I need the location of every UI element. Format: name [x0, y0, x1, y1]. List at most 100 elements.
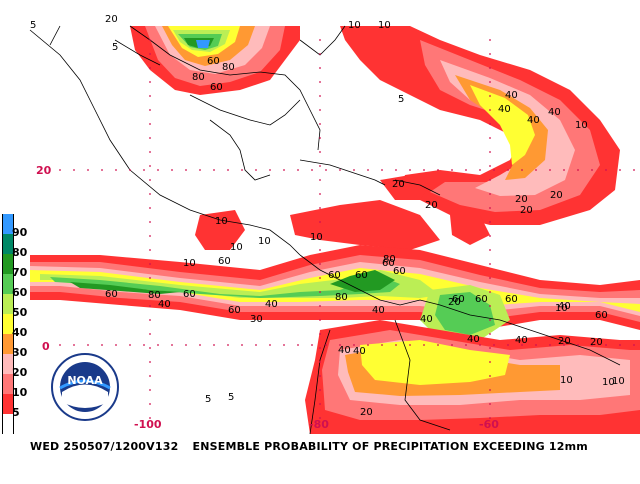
contour-label: 60	[393, 266, 406, 277]
grid-dot	[563, 169, 565, 171]
grid-dot	[319, 375, 321, 377]
contour-label: 20	[392, 179, 405, 190]
grid-dot	[489, 179, 491, 181]
grid-dot	[489, 137, 491, 139]
grid-dot	[437, 344, 439, 346]
grid-dot	[101, 344, 103, 346]
precip-caribbean	[195, 175, 490, 250]
legend-label: 5	[12, 406, 20, 419]
grid-dot	[507, 169, 509, 171]
legend-swatch	[2, 314, 14, 334]
grid-dot	[269, 169, 271, 171]
contour-label: 40	[372, 305, 385, 316]
grid-dot	[489, 375, 491, 377]
grid-dot	[149, 67, 151, 69]
contour-label: 80	[148, 290, 161, 301]
contour-label: 60	[328, 270, 341, 281]
grid-dot	[87, 344, 89, 346]
forecast-datetime: WED 250507/1200V132	[30, 440, 179, 453]
legend-label: 30	[12, 346, 28, 359]
contour-label: 80	[335, 292, 348, 303]
grid-dot	[465, 344, 467, 346]
grid-dot	[213, 169, 215, 171]
grid-dot	[489, 319, 491, 321]
legend-label: 10	[12, 386, 28, 399]
grid-dot	[493, 169, 495, 171]
grid-dot	[577, 344, 579, 346]
grid-dot	[149, 305, 151, 307]
grid-dot	[465, 169, 467, 171]
contour-label: 40	[548, 107, 561, 118]
grid-dot	[319, 81, 321, 83]
grid-dot	[149, 417, 151, 419]
grid-dot	[423, 344, 425, 346]
grid-dot	[255, 169, 257, 171]
grid-dot	[633, 344, 635, 346]
contour-label: 40	[527, 115, 540, 126]
contour-label: 10	[555, 303, 568, 314]
grid-dot	[489, 95, 491, 97]
grid-dot	[437, 169, 439, 171]
grid-dot	[283, 169, 285, 171]
grid-dot	[451, 169, 453, 171]
grid-dot	[367, 344, 369, 346]
grid-dot	[319, 221, 321, 223]
grid-dot	[149, 81, 151, 83]
contour-label: 60	[228, 305, 241, 316]
grid-dot	[423, 169, 425, 171]
contour-label: 20	[515, 194, 528, 205]
grid-dot	[489, 333, 491, 335]
grid-dot	[409, 169, 411, 171]
grid-dot	[319, 67, 321, 69]
grid-dot	[507, 344, 509, 346]
grid-dot	[319, 53, 321, 55]
contour-label: 80	[192, 72, 205, 83]
grid-dot	[297, 344, 299, 346]
grid-dot	[339, 169, 341, 171]
grid-dot	[283, 344, 285, 346]
contour-label: 10	[348, 20, 361, 31]
grid-dot	[489, 249, 491, 251]
legend-swatch	[2, 294, 14, 314]
contour-label: 5	[228, 392, 234, 403]
grid-dot	[489, 39, 491, 41]
contour-label: 10	[310, 232, 323, 243]
grid-dot	[319, 389, 321, 391]
grid-dot	[489, 277, 491, 279]
grid-dot	[149, 319, 151, 321]
grid-dot	[319, 263, 321, 265]
probability-legend: 90 80 70 60 50 40 30 20 10 5	[2, 214, 28, 434]
contour-label: 80	[222, 62, 235, 73]
grid-dot	[311, 169, 313, 171]
contour-label: 5	[205, 394, 211, 405]
grid-dot	[149, 291, 151, 293]
grid-dot	[395, 169, 397, 171]
grid-dot	[319, 305, 321, 307]
contour-label: 10	[258, 236, 271, 247]
grid-dot	[319, 417, 321, 419]
noaa-logo-text: NOAA	[67, 374, 103, 387]
map-title: WED 250507/1200V132 ENSEMBLE PROBABILITY…	[30, 440, 630, 456]
grid-dot	[605, 169, 607, 171]
legend-row-70: 70	[2, 254, 27, 279]
contour-label: 60	[595, 310, 608, 321]
grid-dot	[185, 344, 187, 346]
contour-label: 20	[558, 336, 571, 347]
contour-label: 40	[467, 334, 480, 345]
grid-dot	[489, 403, 491, 405]
grid-dot	[255, 344, 257, 346]
contour-label: 40	[420, 314, 433, 325]
contour-label: 80	[383, 254, 396, 265]
grid-dot	[319, 319, 321, 321]
grid-dot	[171, 169, 173, 171]
grid-dot	[171, 344, 173, 346]
grid-dot	[605, 344, 607, 346]
contour-label: 60	[505, 294, 518, 305]
grid-dot	[353, 344, 355, 346]
grid-dot	[319, 165, 321, 167]
grid-dot	[129, 169, 131, 171]
legend-label: 20	[12, 366, 28, 379]
grid-dot	[521, 344, 523, 346]
grid-dot	[149, 137, 151, 139]
